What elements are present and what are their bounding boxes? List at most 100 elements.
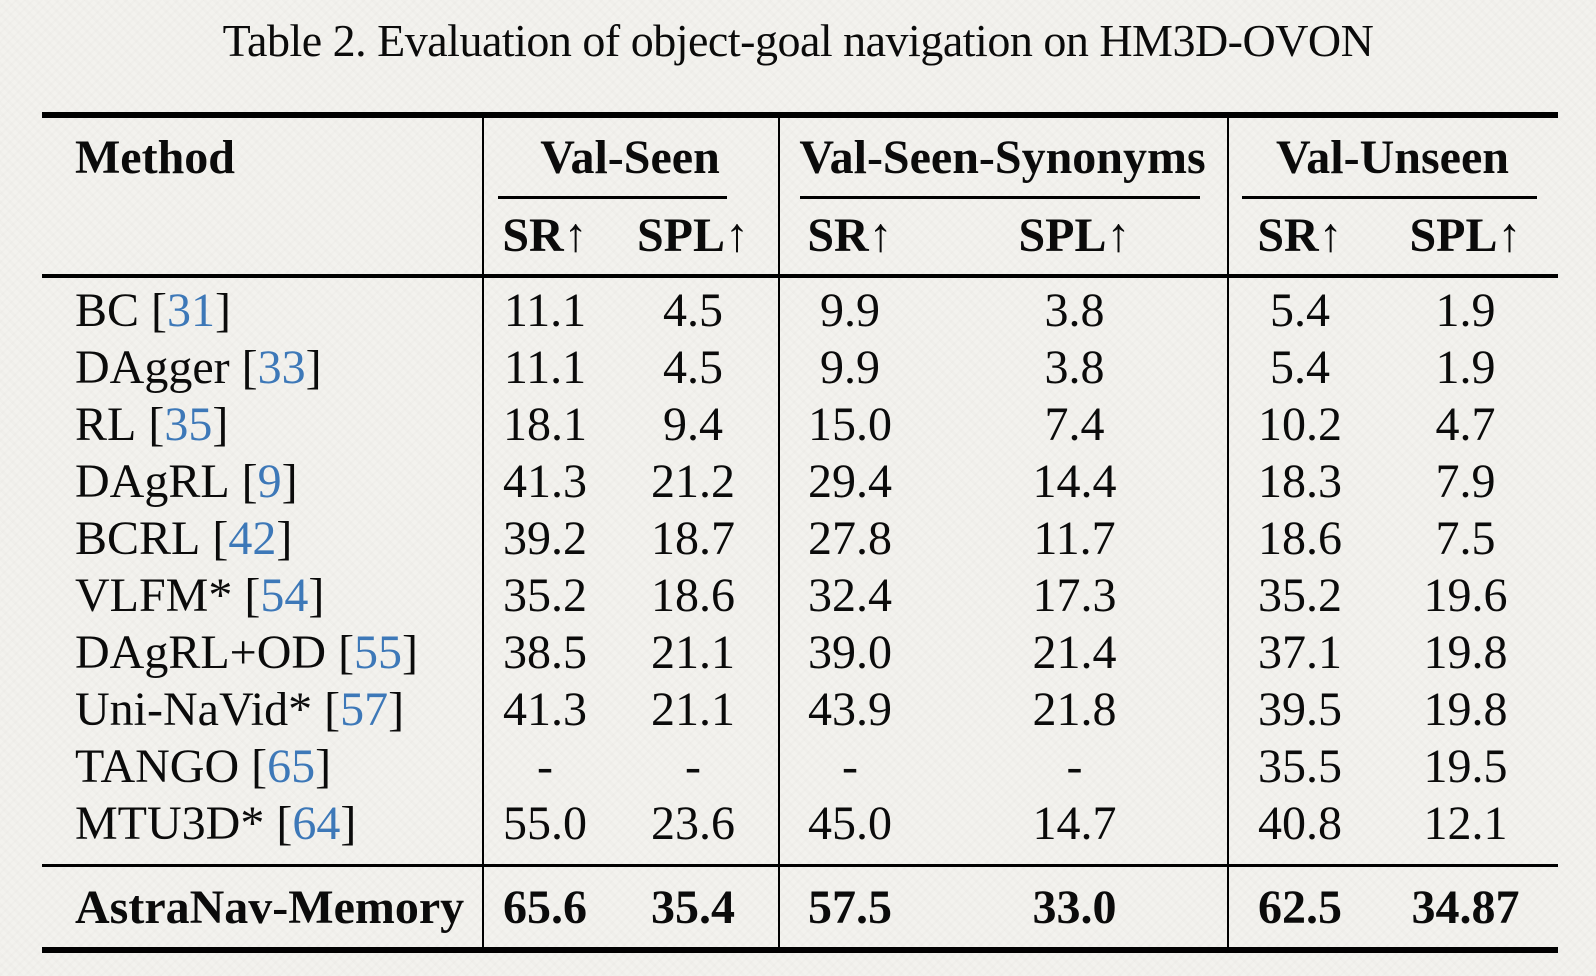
value-cell: - [685, 740, 701, 793]
value-cell: 9.9 [820, 341, 880, 394]
table-row: TANGO [65] - - - - 35.5 19.5 [42, 738, 1558, 795]
bracket: [ [212, 512, 229, 565]
value-cell: 35.2 [503, 569, 587, 622]
header-bottom-rule [42, 274, 1558, 278]
citation-link[interactable]: 42 [228, 512, 277, 565]
bracket: [ [276, 797, 293, 850]
method-name: TANGO [75, 740, 240, 793]
method-name: BCRL [75, 512, 201, 565]
value-cell: 10.2 [1258, 398, 1342, 451]
subheader-spl: SPL↑ [1018, 208, 1131, 262]
value-cell: 15.0 [808, 398, 892, 451]
bracket: ] [212, 398, 229, 451]
value-cell: 55.0 [503, 797, 587, 850]
subheader-sr: SR↑ [1257, 208, 1343, 262]
method-cell: DAgger [33] [42, 340, 482, 395]
value-cell: 29.4 [808, 455, 892, 508]
group-header-row: Method Val-Seen Val-Seen-Synonyms Val-Un… [42, 118, 1558, 196]
value-cell: 9.9 [820, 284, 880, 337]
value-cell: 32.4 [808, 569, 892, 622]
method-cell: BC [31] [42, 283, 482, 338]
value-cell: 14.7 [1032, 797, 1117, 850]
value-cell: 45.0 [808, 797, 892, 850]
bracket: [ [338, 626, 355, 679]
citation-link[interactable]: 9 [257, 455, 282, 508]
value-cell: 39.0 [808, 626, 892, 679]
table-caption: Table 2. Evaluation of object-goal navig… [222, 15, 1374, 66]
cmidrule-val-seen-synonyms [800, 196, 1200, 199]
cmidrule-val-unseen [1242, 196, 1537, 199]
bracket: ] [402, 626, 419, 679]
value-cell: 19.6 [1423, 569, 1508, 622]
table-top-rule [42, 112, 1558, 118]
value-cell: 4.7 [1435, 398, 1496, 451]
value-cell: 23.6 [651, 797, 735, 850]
value-cell: 43.9 [808, 683, 892, 736]
method-column-header: Method [75, 130, 235, 184]
value-cell: 18.1 [503, 398, 587, 451]
bracket: ] [388, 683, 405, 736]
value-cell: 19.5 [1423, 740, 1508, 793]
value-cell: 12.1 [1423, 797, 1508, 850]
citation-link[interactable]: 55 [354, 626, 403, 679]
citation-link[interactable]: 64 [292, 797, 341, 850]
value-cell: 38.5 [503, 626, 587, 679]
value-cell: 41.3 [503, 455, 587, 508]
value-cell: - [842, 740, 858, 793]
table-row: MTU3D* [64] 55.0 23.6 45.0 14.7 40.8 12.1 [42, 795, 1558, 852]
table-row: RL [35] 18.1 9.4 15.0 7.4 10.2 4.7 [42, 396, 1558, 453]
bracket: ] [215, 284, 231, 337]
body-bottom-rule [42, 864, 1558, 867]
value-cell: 14.4 [1032, 455, 1117, 508]
value-cell: - [537, 740, 553, 793]
table-row: DAgger [33] 11.1 4.5 9.9 3.8 5.4 1.9 [42, 339, 1558, 396]
method-name: DAgRL+OD [75, 626, 327, 679]
value-cell: 33.0 [1032, 880, 1117, 934]
citation-link[interactable]: 35 [164, 398, 213, 451]
bracket: ] [315, 740, 332, 793]
value-cell: 19.8 [1423, 626, 1508, 679]
citation-link[interactable]: 54 [260, 569, 309, 622]
value-cell: 65.6 [503, 880, 587, 934]
group-header-val-seen-synonyms: Val-Seen-Synonyms [799, 130, 1206, 184]
table-row: DAgRL [9] 41.3 21.2 29.4 14.4 18.3 7.9 [42, 453, 1558, 510]
citation-link[interactable]: 31 [167, 284, 216, 337]
bracket: [ [241, 455, 258, 508]
value-cell: 41.3 [503, 683, 587, 736]
method-cell: TANGO [65] [42, 739, 482, 794]
method-name: VLFM* [75, 569, 233, 622]
subheader-spl: SPL↑ [636, 208, 750, 262]
method-name: MTU3D* [75, 797, 265, 850]
method-name: Uni-NaVid* [75, 683, 313, 736]
method-cell: VLFM* [54] [42, 568, 482, 623]
group-header-val-unseen: Val-Unseen [1276, 130, 1509, 184]
bracket: [ [244, 569, 261, 622]
value-cell: 7.4 [1044, 398, 1105, 451]
subheader-sr: SR↑ [502, 208, 588, 262]
value-cell: 21.8 [1032, 683, 1117, 736]
method-cell: BCRL [42] [42, 511, 482, 566]
value-cell: 5.4 [1270, 341, 1330, 394]
value-cell: 11.1 [503, 341, 587, 394]
citation-link[interactable]: 33 [257, 341, 306, 394]
column-separator [1227, 118, 1229, 947]
method-cell: RL [35] [42, 397, 482, 452]
value-cell: 1.9 [1435, 284, 1496, 337]
citation-link[interactable]: 65 [267, 740, 316, 793]
subheader-spl: SPL↑ [1409, 208, 1522, 262]
method-cell: DAgRL+OD [55] [42, 625, 482, 680]
group-header-val-seen: Val-Seen [540, 130, 720, 184]
value-cell: 21.2 [651, 455, 735, 508]
table-row: BCRL [42] 39.2 18.7 27.8 11.7 18.6 7.5 [42, 510, 1558, 567]
subheader-row: SR↑ SPL↑ SR↑ SPL↑ SR↑ SPL↑ [42, 202, 1558, 268]
table-bottom-rule [42, 947, 1558, 953]
table-body: BC [31] 11.1 4.5 9.9 3.8 5.4 1.9 DAgger [3… [42, 282, 1558, 852]
value-cell: 9.4 [663, 398, 723, 451]
value-cell: 4.5 [663, 341, 723, 394]
citation-link[interactable]: 57 [340, 683, 389, 736]
value-cell: 3.8 [1044, 284, 1105, 337]
value-cell: 39.5 [1258, 683, 1342, 736]
value-cell: 11.1 [503, 284, 587, 337]
bracket: ] [276, 512, 293, 565]
